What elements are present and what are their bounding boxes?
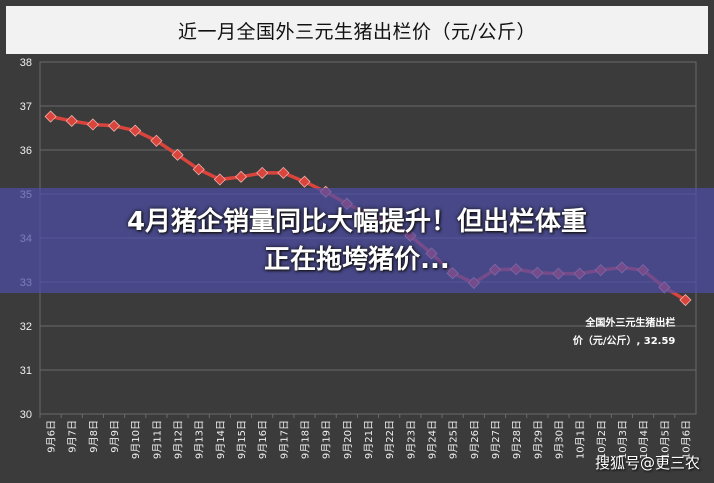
- headline-line-1: 4月猪企销量同比大幅提升！但出栏体重: [126, 206, 588, 237]
- x-tick-label: 9月7日: [67, 420, 79, 453]
- end-label-line-1: 全国外三元生猪出栏: [584, 316, 675, 329]
- x-tick-label: 9月23日: [405, 420, 417, 459]
- x-tick-label: 10月6日: [680, 420, 692, 459]
- x-tick-label: 9月25日: [448, 420, 460, 459]
- x-tick-label: 10月4日: [638, 420, 650, 459]
- data-point: [277, 166, 290, 179]
- headline-banner[interactable]: 4月猪企销量同比大幅提升！但出栏体重 正在拖垮猪价...: [0, 188, 714, 293]
- data-point: [192, 163, 205, 176]
- data-point: [150, 134, 163, 147]
- end-data-label: 全国外三元生猪出栏价（元/公斤）, 32.59: [573, 316, 676, 347]
- x-tick-label: 9月24日: [426, 420, 438, 459]
- data-point: [44, 110, 57, 123]
- data-point: [234, 170, 248, 183]
- x-tick-label: 9月8日: [88, 420, 100, 453]
- y-tick-label: 31: [20, 365, 32, 377]
- chart-title-bar: 近一月全国外三元生猪出栏价（元/公斤）: [6, 6, 708, 54]
- x-tick-label: 9月17日: [278, 420, 290, 459]
- x-tick-label: 9月15日: [236, 420, 248, 459]
- y-tick-label: 37: [20, 101, 32, 113]
- x-tick-label: 9月9日: [109, 420, 121, 453]
- x-tick-label: 9月19日: [321, 420, 333, 459]
- data-point: [679, 293, 692, 307]
- y-tick-label: 30: [20, 409, 32, 421]
- data-point: [129, 124, 142, 137]
- source-watermark: 搜狐号@更三农: [594, 454, 700, 472]
- x-tick-label: 10月3日: [617, 420, 629, 459]
- x-tick-label: 10月5日: [659, 420, 671, 459]
- x-tick-label: 9月12日: [173, 420, 185, 459]
- x-tick-label: 9月22日: [384, 420, 396, 459]
- headline-text[interactable]: 4月猪企销量同比大幅提升！但出栏体重 正在拖垮猪价...: [47, 203, 667, 279]
- x-tick-label: 9月26日: [469, 420, 481, 459]
- chart-title: 近一月全国外三元生猪出栏价（元/公斤）: [178, 20, 536, 43]
- x-axis-ticks: 9月6日 9月7日 9月8日 9月9日 9月10日 9月11日 9月12日 9月13日 9月14…: [39, 414, 692, 459]
- x-tick-label: 9月10日: [130, 420, 142, 459]
- x-tick-label: 9月6日: [46, 420, 58, 453]
- x-tick-label: 9月18日: [300, 420, 312, 459]
- data-point: [65, 114, 78, 128]
- y-tick-label: 32: [20, 321, 32, 333]
- headline-line-2: 正在拖垮猪价...: [264, 244, 450, 275]
- x-tick-label: 9月29日: [532, 420, 544, 459]
- y-tick-label: 36: [20, 145, 32, 157]
- x-tick-label: 10月2日: [596, 420, 608, 459]
- x-tick-label: 9月27日: [490, 420, 502, 459]
- data-point: [171, 148, 184, 161]
- data-point: [86, 118, 99, 131]
- x-tick-label: 9月21日: [363, 420, 375, 459]
- x-tick-label: 9月14日: [215, 420, 227, 459]
- x-tick-label: 9月13日: [194, 420, 206, 459]
- data-point: [298, 175, 311, 188]
- x-tick-label: 9月20日: [342, 420, 354, 459]
- y-tick-label: 38: [20, 57, 32, 69]
- x-tick-label: 9月28日: [511, 420, 523, 459]
- x-tick-label: 9月16日: [257, 420, 269, 459]
- data-point: [256, 166, 269, 179]
- x-tick-label: 10月1日: [575, 420, 587, 459]
- x-tick-label: 9月30日: [553, 420, 565, 459]
- data-point: [213, 173, 226, 186]
- x-tick-label: 9月11日: [151, 420, 163, 459]
- end-label-line-2: 价（元/公斤）, 32.59: [573, 334, 676, 347]
- data-point: [107, 119, 121, 132]
